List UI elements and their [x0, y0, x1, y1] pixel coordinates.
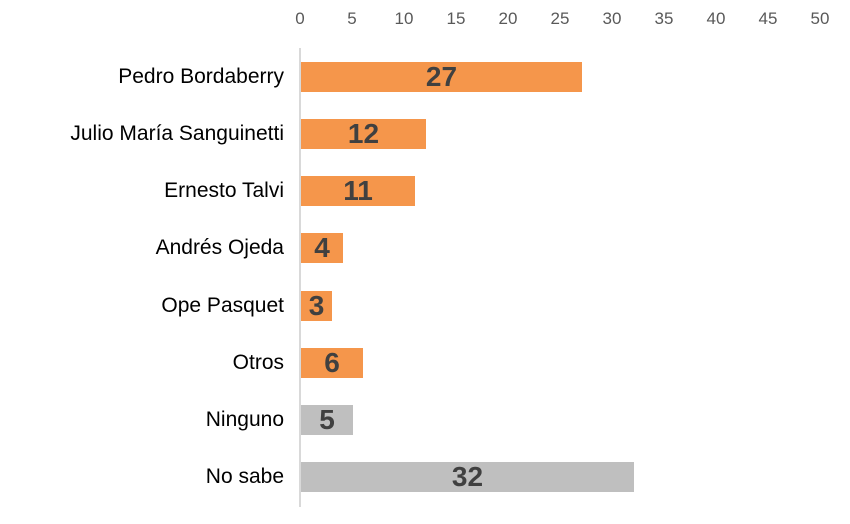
bar: 12 [301, 119, 426, 149]
x-axis-tick-label: 35 [654, 9, 674, 28]
x-axis-tick-label: 30 [602, 9, 622, 28]
bar-value-label: 3 [308, 290, 325, 321]
bar: 11 [301, 176, 415, 206]
x-axis-tick-label: 40 [706, 9, 726, 28]
bar: 27 [301, 62, 582, 92]
category-label: Andrés Ojeda [155, 236, 284, 259]
x-axis-tick-label: 0 [295, 9, 305, 28]
bar-value-label: 11 [343, 175, 373, 206]
bar-value-label: 5 [319, 404, 335, 435]
bar: 4 [301, 233, 343, 263]
bar-value-label: 27 [425, 61, 458, 92]
bar: 32 [301, 462, 634, 492]
bar-value-label: 4 [314, 232, 330, 263]
category-label: Ope Pasquet [161, 294, 284, 317]
y-axis-line [299, 48, 301, 507]
category-label: Julio María Sanguinetti [70, 122, 284, 145]
bar: 5 [301, 405, 353, 435]
bar-value-label: 32 [451, 461, 484, 492]
category-label: Otros [232, 351, 284, 374]
x-axis-tick-label: 5 [347, 9, 357, 28]
x-axis-tick-label: 10 [394, 9, 414, 28]
category-label: Ninguno [205, 408, 284, 431]
bar-value-label: 12 [347, 118, 380, 149]
x-axis-tick-label: 25 [550, 9, 570, 28]
x-axis-tick-label: 20 [498, 9, 518, 28]
bar: 6 [301, 348, 363, 378]
bar-value-label: 6 [324, 347, 340, 378]
category-label: No sabe [205, 465, 284, 488]
x-axis-tick-label: 15 [446, 9, 466, 28]
category-label: Pedro Bordaberry [118, 65, 284, 88]
category-label: Ernesto Talvi [164, 179, 284, 202]
x-axis-tick-label: 45 [758, 9, 778, 28]
bar: 3 [301, 291, 332, 321]
x-axis-tick-label: 50 [810, 9, 830, 28]
